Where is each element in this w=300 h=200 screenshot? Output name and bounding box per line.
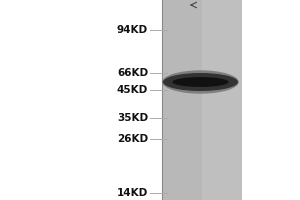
Ellipse shape xyxy=(162,70,239,94)
Bar xyxy=(162,0,242,200)
Bar xyxy=(202,0,242,200)
Ellipse shape xyxy=(172,77,229,87)
Text: 35KD: 35KD xyxy=(117,113,148,123)
Text: 45KD: 45KD xyxy=(117,85,148,95)
Text: 94KD: 94KD xyxy=(117,25,148,35)
Text: 26KD: 26KD xyxy=(117,134,148,144)
Text: 66KD: 66KD xyxy=(117,68,148,78)
Ellipse shape xyxy=(163,73,238,91)
Text: 14KD: 14KD xyxy=(117,188,148,198)
